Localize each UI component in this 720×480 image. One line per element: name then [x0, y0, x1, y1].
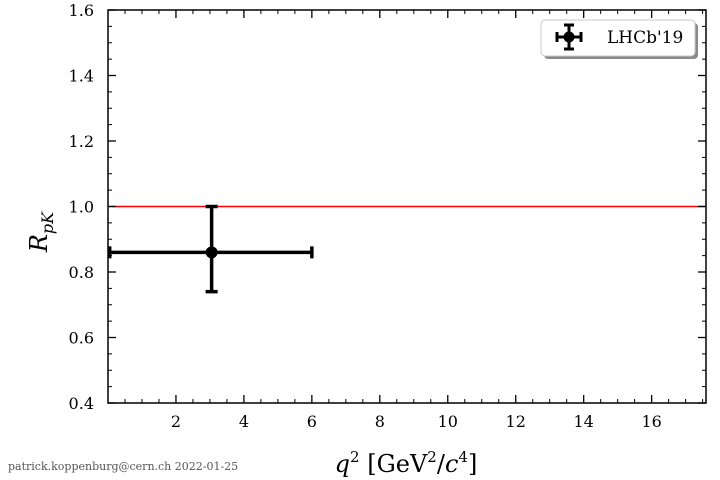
legend: LHCb'19	[540, 19, 698, 59]
x-axis-title-sup-2: 2	[427, 448, 437, 466]
x-axis-title: q2 [GeV2/c4]	[335, 448, 478, 478]
x-tick-label: 14	[574, 412, 594, 431]
x-tick-label: 10	[438, 412, 458, 431]
y-tick-label: 1.2	[69, 132, 94, 151]
y-tick-label: 0.8	[69, 263, 94, 282]
x-tick-label: 6	[307, 412, 317, 431]
x-tick-label: 4	[239, 412, 249, 431]
author-credit: patrick.koppenburg@cern.ch 2022-01-25	[8, 460, 239, 473]
x-tick-label: 12	[506, 412, 526, 431]
legend-label: LHCb'19	[607, 28, 683, 48]
y-tick-label: 1.0	[69, 198, 94, 217]
x-tick-label: 8	[375, 412, 385, 431]
x-tick-label: 16	[641, 412, 661, 431]
y-axis-ticks: 0.4 0.6 0.8 1.0 1.2 1.4 1.6	[69, 1, 706, 413]
y-axis-title-subscript: pK	[38, 211, 57, 234]
x-axis-title-variable: q	[335, 450, 350, 478]
x-axis-title-c: c	[445, 450, 458, 478]
x-axis-title-sup-3: 4	[458, 448, 468, 466]
legend-box	[540, 19, 696, 57]
legend-marker	[555, 23, 583, 51]
y-tick-label: 1.6	[69, 1, 94, 20]
x-axis-title-sup-1: 2	[350, 448, 360, 466]
y-axis-title: RpK	[25, 211, 57, 253]
x-axis-title-slash: /	[437, 450, 446, 478]
y-tick-label: 0.4	[69, 394, 94, 413]
y-tick-label: 1.4	[69, 67, 94, 86]
x-tick-label: 2	[171, 412, 181, 431]
data-points	[107, 204, 314, 294]
y-tick-label: 0.6	[69, 329, 94, 348]
data-point	[107, 204, 314, 294]
x-axis-ticks: 2 4 6 8 10 12 14 16	[124, 10, 704, 431]
x-axis-title-close: ]	[468, 450, 477, 478]
y-axis-title-main: R	[25, 234, 53, 253]
data-marker	[205, 246, 218, 259]
x-axis-title-unit: [GeV	[360, 450, 428, 478]
